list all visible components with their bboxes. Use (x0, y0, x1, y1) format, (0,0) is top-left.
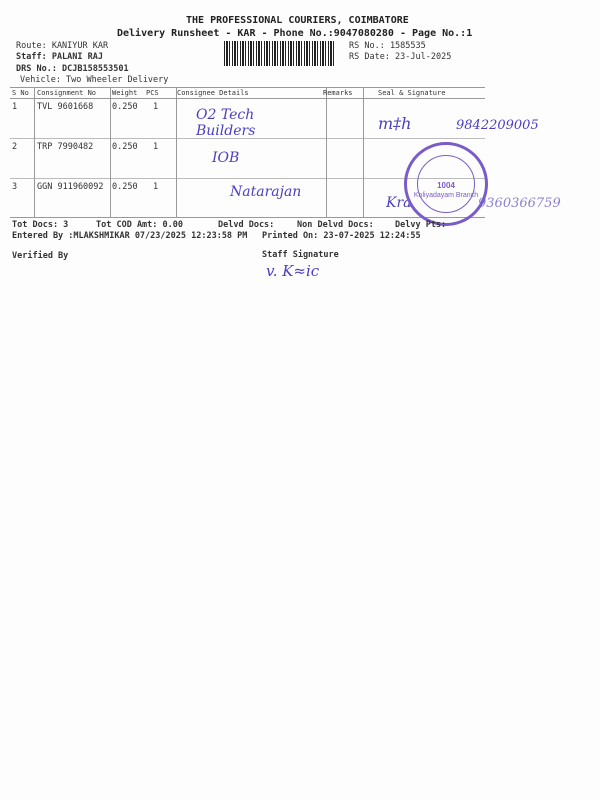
divider (10, 217, 485, 218)
staff-signature: v. K≈ic (266, 262, 320, 280)
sno: 3 (12, 182, 18, 192)
non-delvd-docs: Non Delvd Docs: (297, 220, 374, 230)
company-name: THE PROFESSIONAL COURIERS, COIMBATORE (186, 15, 409, 26)
entered-by: Entered By :MLAKSHMIKAR 07/23/2025 12:23… (12, 231, 248, 241)
rs-number: RS No.: 1585535 (349, 41, 426, 51)
signature: m‡h (378, 114, 412, 133)
delvy-pts: Delvy Pts: (395, 220, 447, 230)
consignment-no: TVL 9601668 (37, 102, 94, 112)
weight: 0.250 (112, 102, 138, 112)
route: Route: KANIYUR KAR (16, 41, 109, 51)
handwritten-phone: 9360366759 (478, 196, 561, 211)
divider (34, 88, 35, 218)
handwritten-consignee: IOB (212, 150, 240, 166)
divider (10, 138, 485, 139)
col-consignee: Consignee Details (177, 89, 249, 97)
printed-on: Printed On: 23-07-2025 12:24:55 (262, 231, 421, 241)
consignment-no: GGN 911960092 (37, 182, 104, 192)
divider (10, 98, 485, 99)
divider (363, 88, 364, 218)
pcs: 1 (153, 142, 159, 152)
stamp-number: 1004 (437, 181, 455, 190)
sno: 1 (12, 102, 18, 112)
weight: 0.250 (112, 142, 138, 152)
rs-date: RS Date: 23-Jul-2025 (349, 52, 452, 62)
divider (10, 178, 485, 179)
divider (110, 88, 111, 218)
handwritten-consignee: O2 Tech Builders (196, 107, 256, 139)
barcode (224, 41, 336, 66)
weight: 0.250 (112, 182, 138, 192)
sno: 2 (12, 142, 18, 152)
handwritten-phone: 9842209005 (456, 118, 539, 133)
pcs: 1 (153, 102, 159, 112)
pcs: 1 (153, 182, 159, 192)
col-sno: S No (12, 89, 29, 97)
tot-cod: Tot COD Amt: 0.00 (96, 220, 183, 230)
verified-by: Verified By (12, 251, 69, 261)
col-seal: Seal & Signature (378, 89, 446, 97)
staff-signature-label: Staff Signature (262, 250, 339, 260)
delvd-docs: Delvd Docs: (218, 220, 275, 230)
handwritten-consignee: Natarajan (230, 184, 302, 200)
divider (326, 88, 327, 218)
vehicle: Vehicle: Two Wheeler Delivery (20, 75, 169, 85)
consignment-no: TRP 7990482 (37, 142, 94, 152)
tot-docs: Tot Docs: 3 (12, 220, 69, 230)
col-pcs: PCS (146, 89, 159, 97)
col-remarks: Remarks (323, 89, 353, 97)
signature: Kra (386, 195, 412, 211)
divider (10, 87, 485, 88)
divider (176, 88, 177, 218)
stamp-branch: Koliyadayam Branch (413, 192, 479, 199)
runsheet-title: Delivery Runsheet - KAR - Phone No.:9047… (117, 28, 473, 39)
seal-stamp: 1004 Koliyadayam Branch (404, 142, 488, 226)
staff: Staff: PALANI RAJ (16, 52, 103, 62)
drs-number: DRS No.: DCJB158553501 (16, 64, 129, 74)
col-weight: Weight (112, 89, 138, 97)
col-consignment: Consignment No (37, 89, 97, 97)
